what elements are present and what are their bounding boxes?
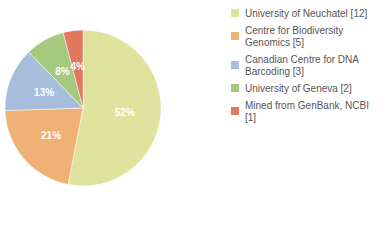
svg-text:[1]: [1] bbox=[245, 112, 256, 123]
svg-text:Mined from GenBank, NCBI: Mined from GenBank, NCBI bbox=[245, 100, 372, 111]
svg-text:4%: 4% bbox=[70, 61, 85, 72]
svg-text:Canadian Centre for DNA: Canadian Centre for DNA bbox=[245, 54, 361, 65]
svg-text:8%: 8% bbox=[55, 66, 70, 77]
svg-text:13%: 13% bbox=[34, 87, 54, 98]
svg-text:University of Neuchatel [12]: University of Neuchatel [12] bbox=[245, 8, 368, 19]
svg-text:Centre for Biodiversity: Centre for Biodiversity bbox=[245, 25, 346, 36]
svg-text:Genomics [5]: Genomics [5] bbox=[245, 37, 304, 48]
svg-text:University of Geneva [2]: University of Geneva [2] bbox=[245, 83, 352, 94]
svg-text:52%: 52% bbox=[115, 107, 135, 118]
svg-text:21%: 21% bbox=[41, 130, 61, 141]
svg-text:Barcoding [3]: Barcoding [3] bbox=[245, 66, 304, 77]
